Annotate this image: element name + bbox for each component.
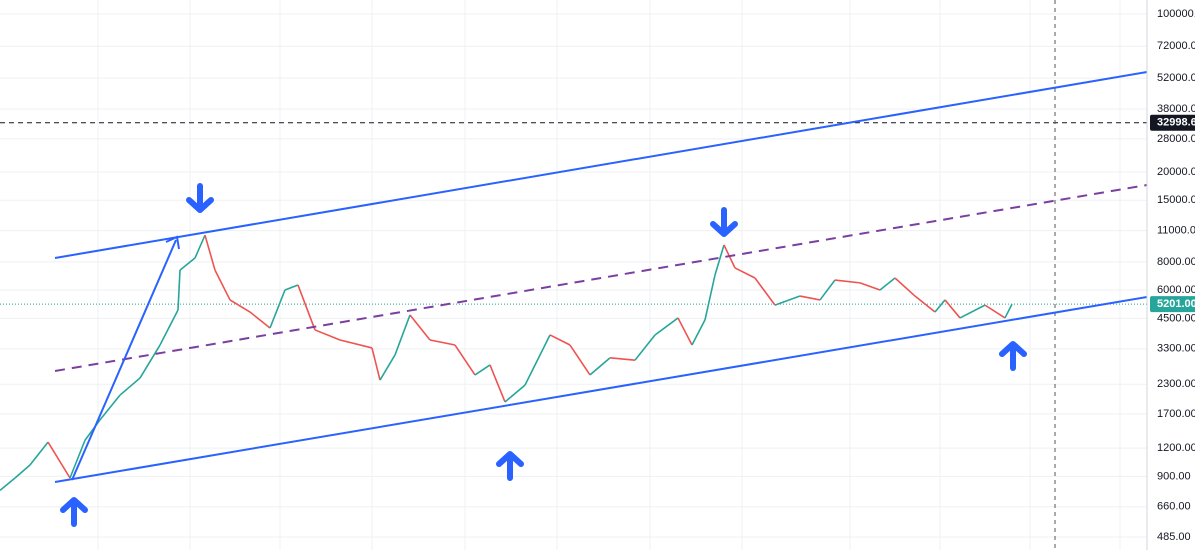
price-segment (834, 279, 861, 284)
price-segment (569, 344, 591, 376)
price-segment (654, 317, 679, 336)
price-segment (429, 339, 456, 346)
price-segment (194, 234, 206, 259)
price-segment (549, 334, 571, 346)
arrow-head (165, 235, 180, 250)
price-segment (47, 441, 71, 479)
price-segment (119, 377, 141, 396)
price-segment (0, 477, 16, 492)
y-tick-label: 20000.00 (1157, 166, 1195, 178)
y-tick-label: 1200.00 (1157, 442, 1195, 454)
price-segment (371, 347, 381, 381)
price-segment (1004, 303, 1013, 319)
price-segment (474, 364, 491, 376)
y-tick-label: 100000.00 (1157, 8, 1195, 20)
price-segment (879, 277, 896, 291)
price-segment (634, 334, 656, 361)
price-axis-labels: 100000.00 72000.00 52000.00 38000.00 28000.0… (1150, 8, 1195, 543)
price-series (0, 234, 1013, 492)
price-segment (677, 317, 693, 346)
price-segment (139, 344, 161, 379)
channel-upper (54, 71, 1148, 259)
y-tick-label: 6000.00 (1157, 284, 1195, 296)
price-segment (959, 304, 986, 319)
price-axis (1147, 0, 1195, 550)
price-segment (454, 344, 476, 376)
price-segment (524, 334, 551, 386)
price-segment (204, 234, 216, 271)
price-segment (409, 314, 431, 341)
price-segment (799, 295, 821, 301)
price-segment (99, 394, 121, 421)
y-tick-label: 38000.00 (1157, 103, 1195, 115)
y-tick-label: 52000.00 (1157, 72, 1195, 84)
channel-lower (54, 296, 1148, 483)
price-segment (179, 257, 196, 271)
y-tick-label: 4500.00 (1157, 312, 1195, 324)
y-tick-label: 660.00 (1157, 501, 1191, 513)
y-tick-label: 72000.00 (1157, 40, 1195, 52)
price-segment (934, 299, 946, 313)
price-label: 32998.60 (1157, 117, 1195, 129)
arrow-line (71, 239, 177, 481)
price-segment (944, 299, 961, 319)
price-segment (819, 279, 836, 301)
y-tick-label: 28000.00 (1157, 133, 1195, 145)
price-segment (284, 284, 299, 291)
price-segment (314, 329, 341, 341)
price-segment (504, 384, 526, 403)
price-segment (159, 309, 179, 346)
price-segment (229, 299, 251, 313)
price-segment (589, 357, 611, 376)
price-segment (394, 314, 411, 356)
vertical-grid (97, 0, 1121, 550)
price-segment (177, 270, 181, 311)
price-segment (914, 295, 936, 313)
arrow-up (60, 497, 88, 527)
price-segment (984, 304, 1006, 319)
y-tick-label: 15000.00 (1157, 194, 1195, 206)
arrow-down (710, 207, 738, 237)
markers (60, 183, 1027, 527)
price-label: 5201.00 (1157, 298, 1195, 310)
drawings (54, 71, 1148, 483)
y-tick-label: 8000.00 (1157, 256, 1195, 268)
arrow-up (999, 341, 1027, 371)
price-segment (29, 441, 49, 466)
y-tick-label: 11000.00 (1157, 225, 1195, 237)
y-tick-label: 2300.00 (1157, 378, 1195, 390)
price-segment (894, 277, 916, 297)
y-tick-label: 3300.00 (1157, 343, 1195, 355)
y-tick-label: 900.00 (1157, 470, 1191, 482)
price-segment (297, 284, 316, 331)
y-tick-label: 1700.00 (1157, 408, 1195, 420)
arrow-up (496, 451, 524, 481)
price-segment (754, 277, 776, 306)
price-segment (489, 364, 506, 403)
price-segment (14, 464, 31, 479)
price-segment (609, 357, 636, 361)
y-tick-label: 485.00 (1157, 531, 1191, 543)
price-segment (859, 282, 881, 291)
price-segment (714, 244, 725, 276)
price-segment (704, 274, 716, 321)
price-segment (734, 267, 756, 279)
price-segment (69, 439, 86, 479)
price-segment (339, 339, 373, 349)
price-segment (774, 295, 801, 306)
arrow-down (186, 183, 214, 213)
channel-middle (54, 184, 1148, 372)
price-segment (379, 354, 396, 381)
price-segment (269, 289, 286, 329)
horizontal-grid (0, 13, 1147, 538)
price-label-bg (1150, 296, 1195, 313)
price-segment (249, 311, 271, 329)
price-segment (691, 319, 706, 346)
price-label-bg (1150, 114, 1195, 131)
price-segment (214, 269, 231, 301)
